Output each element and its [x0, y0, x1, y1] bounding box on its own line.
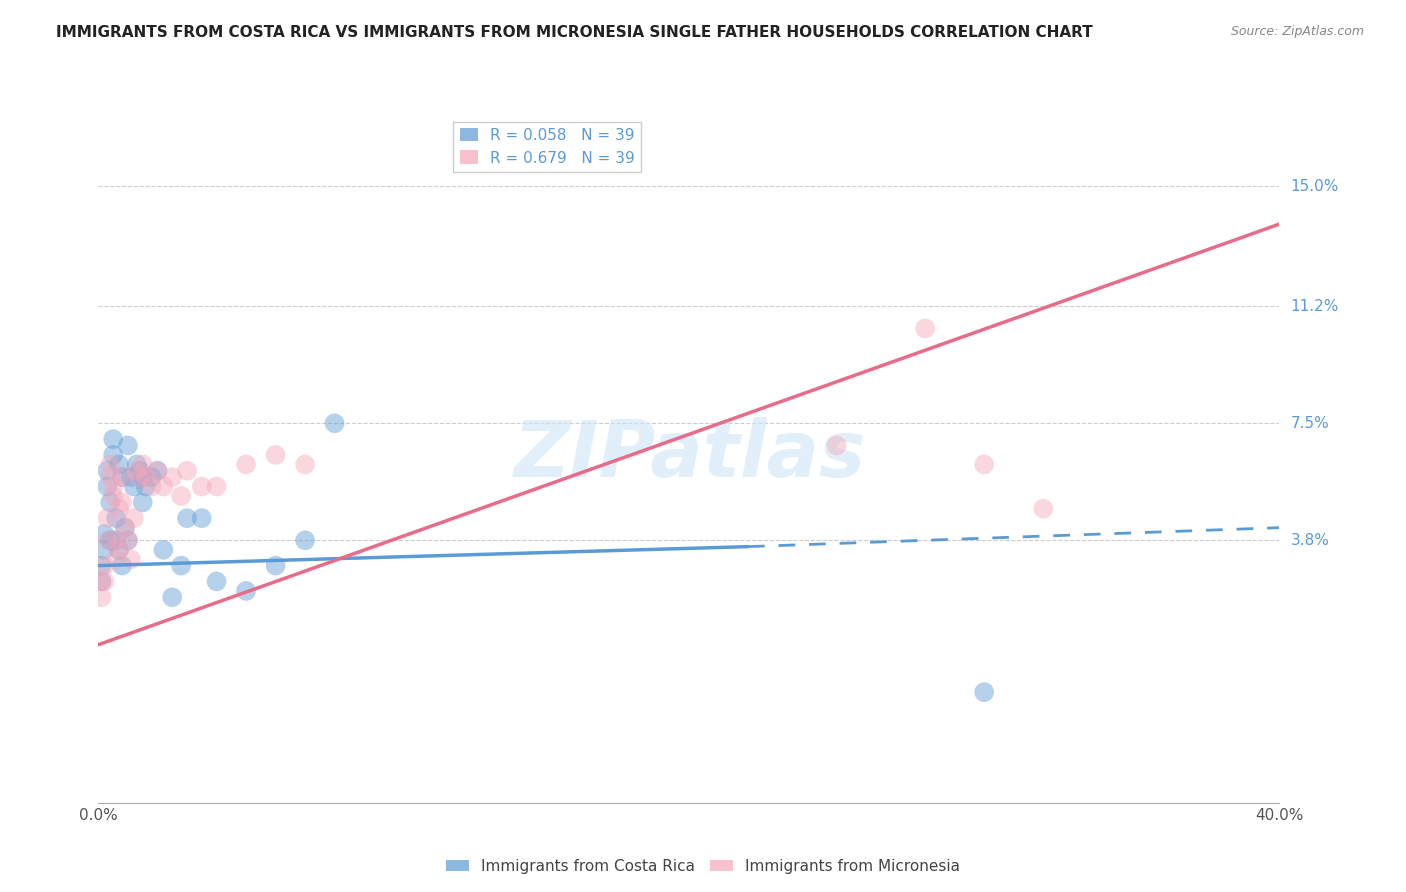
Point [111, 495, 134, 509]
Point [132, 458, 155, 472]
Point [125, 458, 148, 472]
Point [235, 583, 257, 598]
Point [128, 470, 150, 484]
Point [162, 470, 183, 484]
Point [96, 479, 118, 493]
Point [141, 479, 163, 493]
Point [93, 542, 115, 557]
Point [141, 470, 163, 484]
Point [170, 558, 193, 573]
Point [98, 458, 121, 472]
Text: 11.2%: 11.2% [1291, 299, 1339, 314]
Point [120, 470, 142, 484]
Point [914, 321, 936, 335]
Point [135, 470, 157, 484]
Point [294, 533, 316, 548]
Point [323, 417, 346, 431]
Point [93, 574, 115, 589]
Point [93, 527, 115, 541]
Point [146, 464, 169, 478]
Point [146, 464, 169, 478]
Text: ZIPatlas: ZIPatlas [513, 417, 865, 493]
Point [114, 521, 136, 535]
Point [111, 470, 134, 484]
Point [96, 533, 118, 548]
Point [117, 533, 139, 548]
Point [128, 464, 150, 478]
Point [264, 448, 287, 462]
Point [132, 495, 155, 509]
Point [122, 511, 145, 525]
Point [176, 511, 198, 525]
Point [120, 552, 142, 566]
Text: 3.8%: 3.8% [1291, 533, 1330, 548]
Point [98, 470, 121, 484]
Legend: R = 0.058   N = 39, R = 0.679   N = 39: R = 0.058 N = 39, R = 0.679 N = 39 [454, 121, 641, 171]
Point [132, 470, 155, 484]
Point [205, 479, 228, 493]
Point [973, 685, 995, 699]
Point [90, 591, 112, 605]
Point [111, 470, 134, 484]
Point [103, 448, 125, 462]
Point [103, 432, 125, 446]
Legend: Immigrants from Costa Rica, Immigrants from Micronesia: Immigrants from Costa Rica, Immigrants f… [440, 853, 966, 880]
Text: 7.5%: 7.5% [1291, 416, 1329, 431]
Point [117, 438, 139, 452]
Point [90, 574, 112, 589]
Text: 15.0%: 15.0% [1291, 178, 1339, 194]
Point [98, 533, 121, 548]
Point [264, 558, 287, 573]
Point [235, 458, 257, 472]
Point [105, 533, 128, 548]
Point [176, 464, 198, 478]
Point [103, 489, 125, 503]
Point [294, 458, 316, 472]
Point [103, 479, 125, 493]
Point [825, 438, 848, 452]
Point [114, 521, 136, 535]
Point [162, 591, 183, 605]
Point [90, 574, 112, 589]
Point [93, 558, 115, 573]
Point [108, 542, 131, 557]
Point [108, 501, 131, 516]
Point [191, 479, 214, 493]
Point [90, 558, 112, 573]
Point [98, 495, 121, 509]
Point [122, 479, 145, 493]
Point [125, 464, 148, 478]
Point [105, 533, 128, 548]
Point [152, 542, 174, 557]
Point [205, 574, 228, 589]
Point [170, 489, 193, 503]
Text: Source: ZipAtlas.com: Source: ZipAtlas.com [1230, 25, 1364, 38]
Point [117, 533, 139, 548]
Point [96, 464, 118, 478]
Point [973, 458, 995, 472]
Point [108, 458, 131, 472]
Point [108, 542, 131, 557]
Text: IMMIGRANTS FROM COSTA RICA VS IMMIGRANTS FROM MICRONESIA SINGLE FATHER HOUSEHOLD: IMMIGRANTS FROM COSTA RICA VS IMMIGRANTS… [56, 25, 1092, 40]
Point [191, 511, 214, 525]
Point [152, 479, 174, 493]
Point [1032, 501, 1054, 516]
Point [96, 511, 118, 525]
Point [105, 552, 128, 566]
Point [105, 511, 128, 525]
Point [135, 479, 157, 493]
Point [111, 558, 134, 573]
